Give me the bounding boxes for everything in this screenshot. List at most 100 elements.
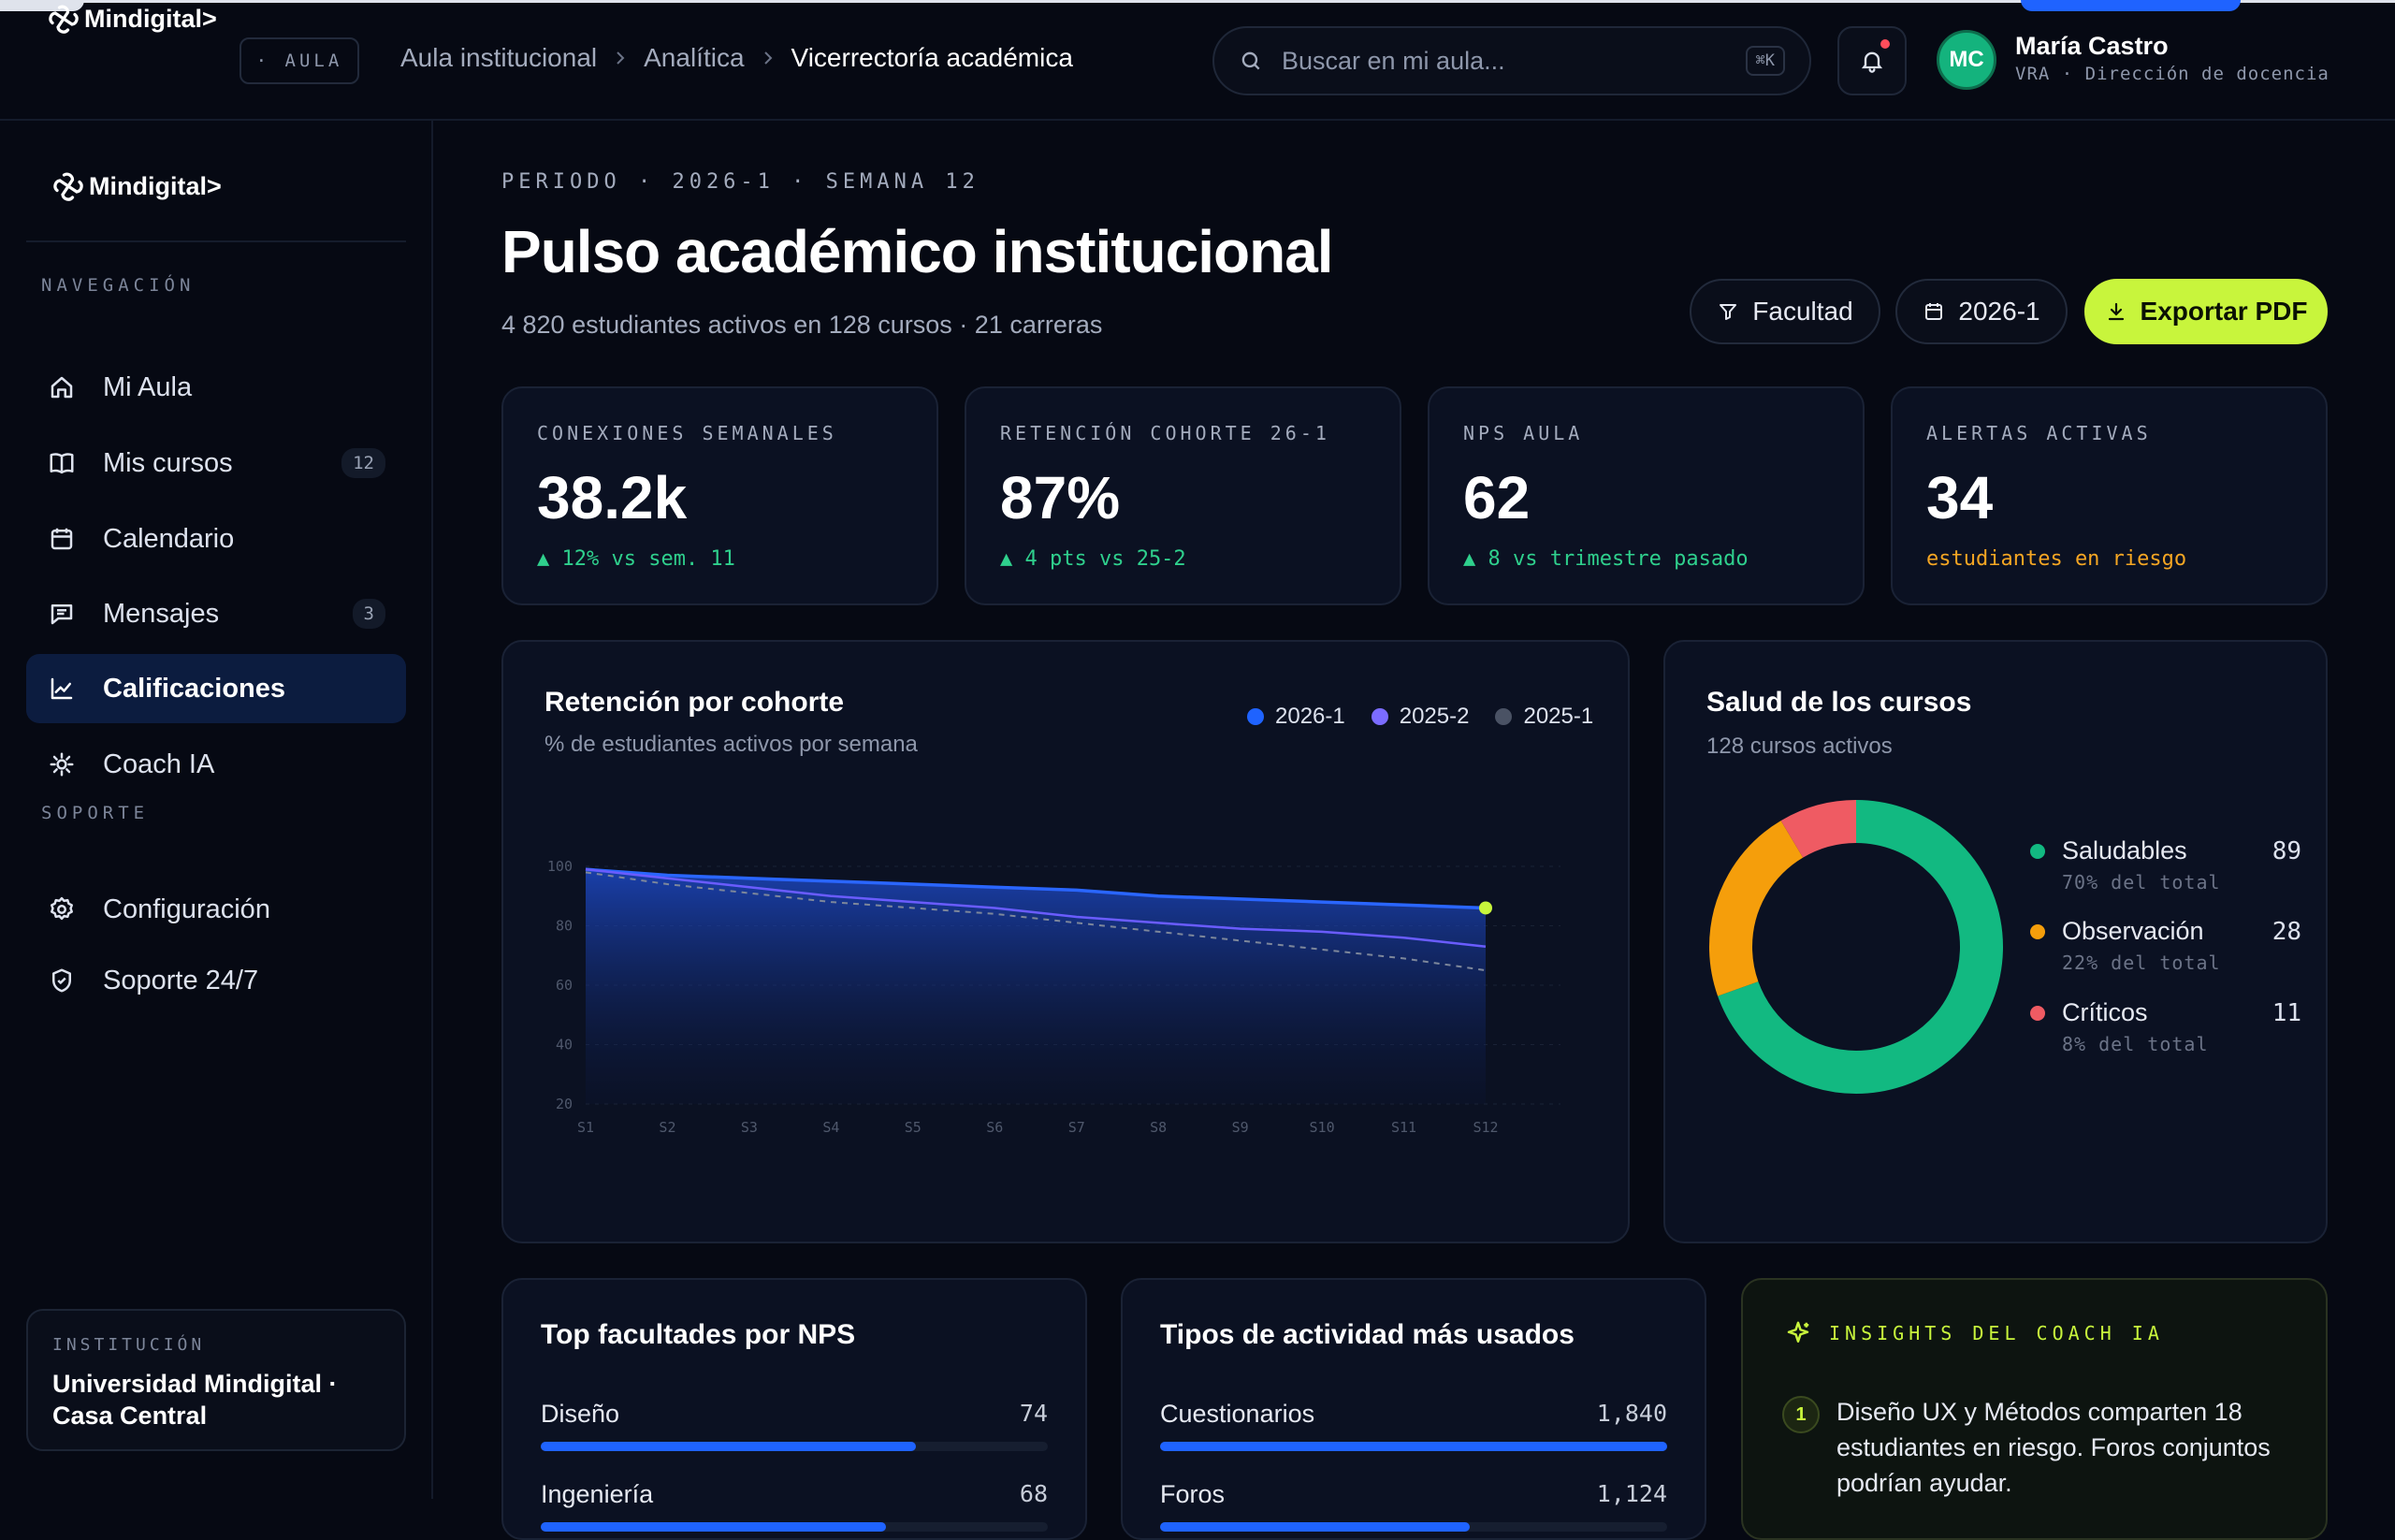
activity-types-card: Tipos de actividad más usados Cuestionar… [1121, 1278, 1706, 1540]
faculty-nps: 74 [1019, 1400, 1048, 1427]
brand-logo[interactable]: Mindigital> [47, 2, 217, 36]
bell-icon [1859, 48, 1885, 74]
insight-text: Diseño UX y Métodos comparten 18 estudia… [1836, 1398, 2271, 1497]
window-top-strip-left [0, 0, 84, 11]
faculty-row-ingenieria[interactable]: Ingeniería 68 [541, 1480, 1048, 1532]
avatar[interactable]: MC [1937, 30, 1996, 90]
legend-item-2026-1[interactable]: 2026-1 [1247, 704, 1345, 730]
sidebar-item-coach-ia[interactable]: Coach IA [26, 730, 406, 799]
health-percent: 8% del total [2062, 1033, 2209, 1055]
kpi-delta: estudiantes en riesgo [1926, 547, 2187, 571]
count-badge: 3 [352, 599, 385, 629]
notifications-button[interactable] [1837, 26, 1907, 95]
nav-section-label: NAVEGACIÓN [41, 275, 196, 296]
activity-count: 1,840 [1596, 1400, 1667, 1427]
search-icon [1239, 49, 1263, 73]
activity-row-cuestionarios[interactable]: Cuestionarios 1,840 [1160, 1400, 1667, 1451]
x-tick-label: S5 [905, 1119, 922, 1136]
kpi-card-retencion[interactable]: RETENCIÓN COHORTE 26-1 87% ▲ 4 pts vs 25… [965, 386, 1401, 605]
mindigital-knot-icon [51, 169, 85, 203]
search-shortcut-hint: ⌘K [1745, 46, 1785, 76]
x-tick-label: S6 [986, 1119, 1003, 1136]
breadcrumb-item-analitica[interactable]: Analítica [644, 43, 745, 72]
home-icon [47, 372, 77, 402]
search-input[interactable]: Buscar en mi aula... [1282, 46, 1505, 75]
health-row-observacion[interactable]: Observación 28 22% del total [2030, 917, 2301, 974]
bar-fill [1160, 1522, 1470, 1532]
kpi-value: 38.2k [537, 464, 688, 531]
y-tick-label: 80 [556, 918, 573, 935]
period-filter-button[interactable]: 2026-1 [1895, 279, 2068, 344]
health-row-saludables[interactable]: Saludables 89 70% del total [2030, 836, 2301, 893]
activity-name: Cuestionarios [1160, 1400, 1315, 1428]
insight-number: 1 [1782, 1396, 1820, 1433]
institution-name: Universidad Mindigital · Casa Central [52, 1370, 338, 1430]
faculty-filter-button[interactable]: Facultad [1690, 279, 1880, 344]
activity-name: Foros [1160, 1480, 1226, 1508]
period-label: PERIODO · 2026-1 · SEMANA 12 [501, 170, 980, 194]
window-top-strip-accent [2021, 0, 2241, 11]
sidebar-item-calificaciones[interactable]: Calificaciones [26, 654, 406, 723]
export-pdf-label: Exportar PDF [2140, 297, 2308, 326]
sidebar-logo-text: Mindigital> [89, 171, 222, 200]
notification-dot [1880, 39, 1890, 49]
faculty-row-diseno[interactable]: Diseño 74 [541, 1400, 1048, 1451]
period-filter-label: 2026-1 [1958, 297, 2040, 326]
kpi-card-conexiones[interactable]: CONEXIONES SEMANALES 38.2k ▲ 12% vs sem.… [501, 386, 938, 605]
chevron-right-icon [614, 49, 627, 67]
insights-label: INSIGHTS DEL COACH IA [1829, 1322, 2164, 1344]
calendar-icon [47, 524, 77, 554]
legend-label: 2025-2 [1399, 704, 1470, 729]
legend-item-2025-1[interactable]: 2025-1 [1495, 704, 1593, 730]
sidebar-item-soporte[interactable]: Soporte 24/7 [26, 946, 406, 1015]
retention-chart-card: Retención por cohorte % de estudiantes a… [501, 640, 1630, 1243]
course-health-title: Salud de los cursos [1706, 687, 1972, 718]
chevron-right-icon [762, 49, 775, 67]
faculty-filter-label: Facultad [1752, 297, 1853, 326]
breadcrumb-item-aula[interactable]: Aula institucional [400, 43, 598, 72]
sidebar-item-mensajes[interactable]: Mensajes 3 [26, 579, 406, 648]
sidebar-logo[interactable]: Mindigital> [51, 169, 222, 203]
user-role: VRA · Dirección de docencia [2015, 64, 2330, 84]
brand-logo-text: Mindigital> [84, 4, 217, 33]
search-box[interactable]: Buscar en mi aula... ⌘K [1212, 26, 1811, 95]
faculty-name: Ingeniería [541, 1480, 654, 1508]
aula-chip[interactable]: · AULA [240, 37, 359, 84]
kpi-card-alertas[interactable]: ALERTAS ACTIVAS 34 estudiantes en riesgo [1891, 386, 2328, 605]
health-name: Observación [2062, 917, 2204, 945]
user-name: María Castro [2015, 32, 2169, 60]
y-tick-label: 20 [556, 1096, 573, 1112]
health-name: Críticos [2062, 998, 2148, 1026]
legend-item-2025-2[interactable]: 2025-2 [1371, 704, 1470, 730]
sidebar-item-label: Soporte 24/7 [103, 965, 259, 995]
activity-row-foros[interactable]: Foros 1,124 [1160, 1480, 1667, 1532]
health-row-criticos[interactable]: Críticos 11 8% del total [2030, 998, 2301, 1055]
kpi-label: ALERTAS ACTIVAS [1926, 422, 2152, 444]
donut-segment-críticos[interactable] [1709, 800, 2003, 1094]
sidebar-item-calendario[interactable]: Calendario [26, 504, 406, 574]
sidebar-item-label: Mis cursos [103, 447, 233, 478]
sidebar-item-label: Calificaciones [103, 673, 286, 704]
sidebar-item-mi-aula[interactable]: Mi Aula [26, 353, 406, 422]
faculty-name: Diseño [541, 1400, 620, 1428]
x-tick-label: S1 [577, 1119, 594, 1136]
bar-fill [541, 1442, 917, 1451]
book-icon [47, 448, 77, 478]
x-tick-label: S7 [1068, 1119, 1085, 1136]
bar-track [541, 1522, 1048, 1532]
message-icon [47, 599, 77, 629]
sidebar-item-label: Mi Aula [103, 371, 193, 402]
bar-track [1160, 1522, 1667, 1532]
kpi-card-nps[interactable]: NPS AULA 62 ▲ 8 vs trimestre pasado [1428, 386, 1865, 605]
donut-segment-observación[interactable] [1709, 800, 2003, 1094]
sparkle-icon [1784, 1319, 1812, 1347]
institution-card[interactable]: INSTITUCIÓN Universidad Mindigital · Cas… [26, 1309, 406, 1451]
export-pdf-button[interactable]: Exportar PDF [2084, 279, 2328, 344]
sidebar: Mindigital> NAVEGACIÓN Mi Aula Mis curso… [0, 121, 433, 1499]
chart-line-icon [47, 674, 77, 704]
course-health-card: Salud de los cursos 128 cursos activos S… [1663, 640, 2328, 1243]
sidebar-item-mis-cursos[interactable]: Mis cursos 12 [26, 429, 406, 498]
activity-count: 1,124 [1596, 1480, 1667, 1507]
sidebar-item-configuracion[interactable]: Configuración [26, 875, 406, 944]
kpi-value: 34 [1926, 464, 1994, 531]
